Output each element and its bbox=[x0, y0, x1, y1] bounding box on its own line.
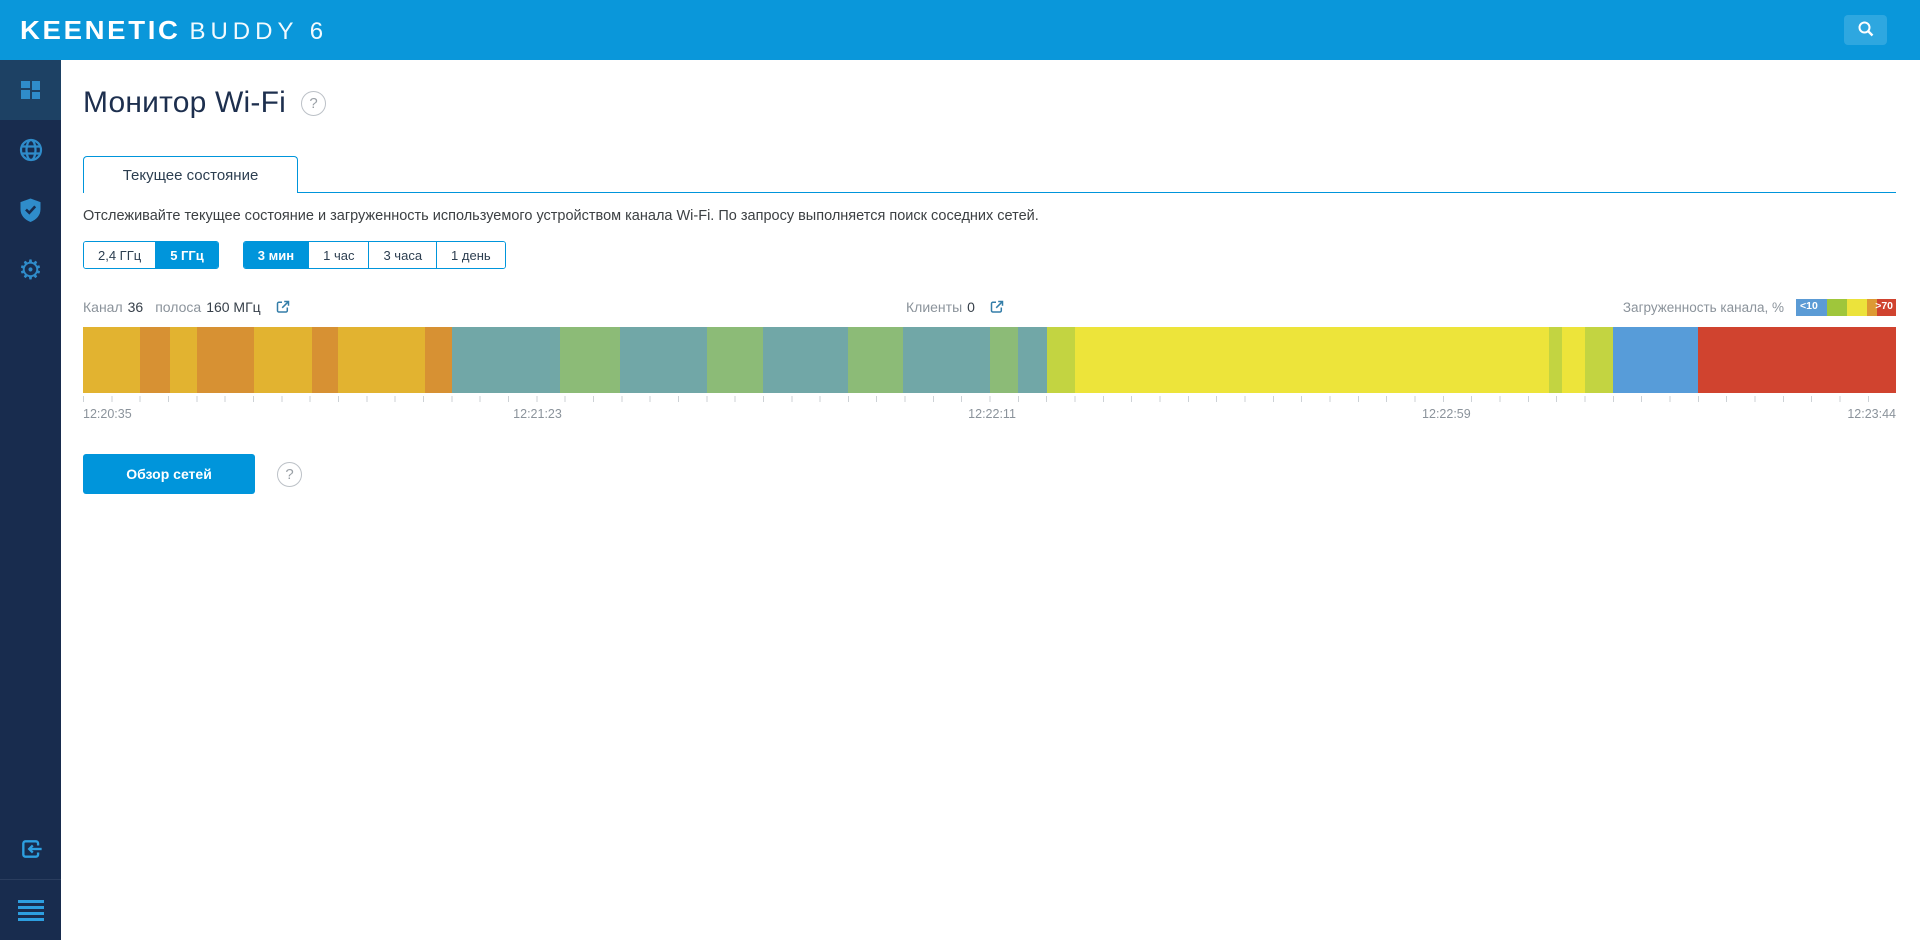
range-toggle-1day[interactable]: 1 день bbox=[436, 242, 505, 268]
shield-check-icon bbox=[18, 197, 43, 223]
sidebar-item-settings[interactable]: ⚙ bbox=[0, 240, 61, 300]
channel-label: Канал bbox=[83, 299, 123, 315]
channel-external-link-icon[interactable] bbox=[271, 300, 291, 318]
sidebar-spacer bbox=[0, 300, 61, 819]
legend-min-label: <10 bbox=[1800, 300, 1818, 312]
chart-segment bbox=[452, 327, 560, 393]
globe-icon bbox=[18, 137, 44, 163]
sidebar-divider bbox=[0, 879, 61, 880]
chart-segment bbox=[1613, 327, 1698, 393]
chart-segment bbox=[338, 327, 425, 393]
band-label: полоса bbox=[155, 299, 202, 315]
gear-icon: ⚙ bbox=[18, 254, 43, 285]
range-toggle-group: 3 мин 1 час 3 часа 1 день bbox=[242, 241, 506, 269]
toggle-row: 2,4 ГГц 5 ГГц 3 мин 1 час 3 часа 1 день bbox=[83, 241, 1896, 269]
chart-segment bbox=[763, 327, 848, 393]
legend-color-scale: <10 >70 bbox=[1796, 299, 1896, 316]
tab-bar: Текущее состояние bbox=[83, 156, 1896, 193]
legend-stop bbox=[1866, 299, 1877, 316]
page-description: Отслеживайте текущее состояние и загруже… bbox=[83, 208, 1039, 224]
time-axis-ticks bbox=[83, 396, 1896, 402]
tab-bar-line bbox=[298, 156, 1896, 193]
chart-segment bbox=[140, 327, 170, 393]
range-toggle-3min[interactable]: 3 мин bbox=[243, 242, 309, 268]
band-value: 160 МГц bbox=[206, 299, 261, 315]
channel-info: Канал 36 полоса 160 МГц bbox=[83, 299, 291, 315]
chart-segment bbox=[990, 327, 1018, 393]
title-help-icon[interactable]: ? bbox=[301, 90, 327, 116]
logout-icon bbox=[18, 836, 44, 862]
clients-external-link-icon[interactable] bbox=[985, 300, 1005, 318]
chart-segment bbox=[1075, 327, 1549, 393]
clients-label: Клиенты bbox=[906, 299, 963, 315]
app-header: KEENETIC BUDDY 6 bbox=[0, 0, 1920, 60]
band-toggle-5ghz[interactable]: 5 ГГц bbox=[155, 242, 218, 268]
range-toggle-1hour[interactable]: 1 час bbox=[308, 242, 369, 268]
band-toggle-group: 2,4 ГГц 5 ГГц bbox=[83, 241, 219, 269]
device-model: BUDDY 6 bbox=[189, 17, 329, 45]
main-content: Монитор Wi-Fi ? Текущее состояние Отслеж… bbox=[61, 60, 1920, 494]
time-axis-label: 12:22:59 bbox=[1422, 407, 1471, 421]
chart-segment bbox=[197, 327, 254, 393]
chart-segment bbox=[312, 327, 338, 393]
search-icon bbox=[1857, 20, 1875, 41]
legend-label: Загруженность канала, % bbox=[1622, 300, 1784, 315]
chart-segment bbox=[1047, 327, 1075, 393]
chart-segment bbox=[707, 327, 763, 393]
legend-stop bbox=[1876, 299, 1896, 316]
band-toggle-24ghz[interactable]: 2,4 ГГц bbox=[84, 242, 156, 268]
status-row: Канал 36 полоса 160 МГц Клиенты 0 Загруженно… bbox=[83, 299, 1896, 319]
network-overview-button[interactable]: Обзор сетей bbox=[83, 454, 255, 494]
chart-segment bbox=[620, 327, 707, 393]
chart-segment bbox=[254, 327, 312, 393]
time-axis-label: 12:21:23 bbox=[513, 407, 562, 421]
chart-segment bbox=[170, 327, 197, 393]
sidebar-item-menu[interactable] bbox=[0, 880, 61, 940]
chart-segment bbox=[83, 327, 140, 393]
channel-value: 36 bbox=[127, 299, 144, 315]
sidebar-item-dashboard[interactable] bbox=[0, 60, 61, 120]
chart-segment bbox=[1018, 327, 1047, 393]
channel-load-chart: 12:20:35 12:21:23 12:22:11 12:22:59 12:23:44 bbox=[83, 327, 1896, 423]
page-title: Монитор Wi-Fi bbox=[83, 86, 287, 119]
time-axis-labels: 12:20:35 12:21:23 12:22:11 12:22:59 12:23:44 bbox=[83, 407, 1896, 423]
sidebar-item-logout[interactable] bbox=[0, 819, 61, 879]
channel-load-chart-bar bbox=[83, 327, 1896, 393]
legend-stop bbox=[1796, 299, 1827, 316]
time-axis-label: 12:20:35 bbox=[83, 407, 132, 421]
legend-stop bbox=[1846, 299, 1867, 316]
chart-segment bbox=[560, 327, 620, 393]
clients-value: 0 bbox=[967, 299, 975, 315]
hamburger-icon bbox=[17, 899, 44, 921]
sidebar-item-internet[interactable] bbox=[0, 120, 61, 180]
overview-help-icon[interactable]: ? bbox=[277, 461, 302, 487]
time-axis-label: 12:22:11 bbox=[968, 407, 1016, 421]
chart-segment bbox=[848, 327, 903, 393]
legend-max-label: >70 bbox=[1875, 300, 1893, 312]
chart-segment bbox=[1549, 327, 1562, 393]
load-legend: Загруженность канала, % <10 >70 bbox=[1623, 299, 1896, 316]
dashboard-icon bbox=[18, 78, 43, 103]
chart-segment bbox=[903, 327, 990, 393]
keenetic-logo: KEENETIC BUDDY 6 bbox=[20, 15, 328, 46]
sidebar-item-security[interactable] bbox=[0, 180, 61, 240]
tab-current-state[interactable]: Текущее состояние bbox=[83, 156, 298, 193]
time-axis-label: 12:23:44 bbox=[1847, 407, 1896, 421]
chart-segment bbox=[1562, 327, 1585, 393]
legend-stop bbox=[1826, 299, 1847, 316]
range-toggle-3hours[interactable]: 3 часа bbox=[368, 242, 437, 268]
brand-name: KEENETIC bbox=[20, 14, 181, 45]
chart-segment bbox=[425, 327, 452, 393]
clients-info: Клиенты 0 bbox=[906, 299, 1005, 318]
chart-segment bbox=[1698, 327, 1896, 393]
sidebar: ⚙ bbox=[0, 60, 61, 940]
search-button[interactable] bbox=[1844, 15, 1887, 45]
chart-segment bbox=[1585, 327, 1613, 393]
